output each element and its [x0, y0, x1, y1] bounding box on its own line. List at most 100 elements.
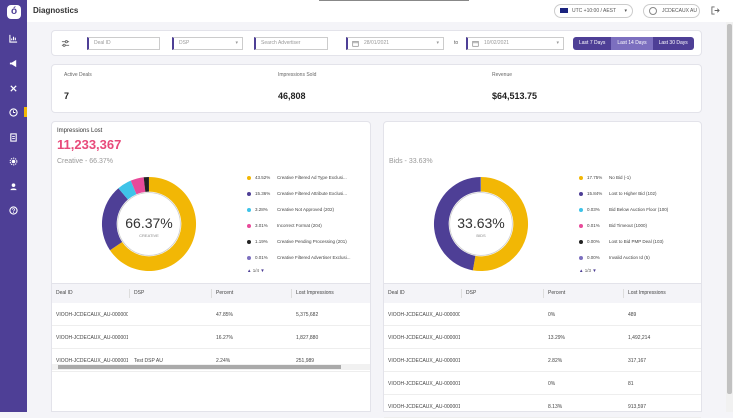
nav-settings-icon[interactable]: [7, 155, 20, 168]
creative-center-percent: 66.37%: [100, 215, 198, 231]
legend-percent: 0.01%: [587, 222, 600, 230]
legend-item[interactable]: 0.01% Creative Filtered Advertiser Exclus…: [247, 254, 367, 262]
legend-item[interactable]: 0.00%Lost to Bid PMP Deal (103): [579, 238, 699, 246]
dsp-select[interactable]: DSP ▾: [172, 37, 243, 50]
filter-sliders-icon[interactable]: [61, 39, 70, 48]
column-separator: [543, 289, 544, 298]
legend-label: Creative Filtered Advertiser Exclusi...: [277, 254, 351, 262]
site-select[interactable]: JCDECAUX AU: [643, 4, 700, 18]
timezone-value: UTC +10:00 / AEST: [572, 8, 616, 14]
table-cell: 1,827,880: [296, 335, 366, 341]
range-7-days-button[interactable]: Last 7 Days: [573, 37, 611, 50]
legend-item[interactable]: 43.52%Creative Filtered Ad Type Exclusi.…: [247, 174, 367, 182]
table-cell: 13.29%: [548, 335, 622, 341]
legend-item[interactable]: 15.36%Creative Filtered Attribute Exclus…: [247, 190, 367, 198]
col-lost-impressions[interactable]: Lost Impressions: [628, 290, 666, 296]
legend-pager[interactable]: ▲ 1/3 ▼: [579, 268, 597, 273]
triangle-up-icon: ▲: [579, 268, 583, 273]
col-lost-impressions[interactable]: Lost Impressions: [296, 290, 334, 296]
legend-item[interactable]: 3.28%Creative Not Approved (202): [247, 206, 367, 214]
legend-swatch: [247, 192, 251, 196]
scrollbar-thumb[interactable]: [58, 365, 341, 369]
triangle-up-icon: ▲: [247, 268, 251, 273]
globe-icon: [649, 7, 657, 15]
range-30-days-button[interactable]: Last 30 Days: [653, 37, 694, 50]
creative-center-label: CREATIVE: [100, 233, 198, 238]
legend-item[interactable]: 0.03%Bid Below Auction Floor (100): [579, 206, 699, 214]
chevron-down-icon: ▾: [556, 38, 559, 49]
date-from-input[interactable]: 28/01/2021 ▾: [346, 37, 444, 50]
legend-item[interactable]: 15.84%Lost to Higher Bid (102): [579, 190, 699, 198]
date-to-input[interactable]: 10/02/2021 ▾: [466, 37, 564, 50]
creative-title: Creative - 66.37%: [57, 158, 113, 165]
active-deals-label: Active Deals: [64, 72, 92, 78]
legend-swatch: [579, 192, 583, 196]
legend-item[interactable]: 1.19%Creative Pending Processing (201): [247, 238, 367, 246]
range-14-days-button[interactable]: Last 14 Days: [611, 37, 652, 50]
table-cell: 81: [628, 381, 698, 387]
legend-item[interactable]: 0.01%Bid Timeout (1000): [579, 222, 699, 230]
nav-diagnostics-icon[interactable]: [7, 106, 20, 119]
table-cell: 47.85%: [216, 312, 290, 318]
impressions-sold-value: 46,808: [278, 91, 306, 101]
horizontal-scrollbar[interactable]: [52, 364, 370, 370]
nav-tools-icon[interactable]: [7, 82, 20, 95]
impressions-lost-label: Impressions Lost: [57, 128, 102, 134]
triangle-down-icon: ▼: [592, 268, 596, 273]
bids-center-percent: 33.63%: [432, 215, 530, 231]
column-separator: [291, 289, 292, 298]
creative-panel: Impressions Lost 11,233,367 Creative - 6…: [51, 121, 371, 412]
legend-pager[interactable]: ▲ 1/4 ▼: [247, 268, 265, 273]
legend-swatch: [247, 224, 251, 228]
legend-percent: 17.75%: [587, 174, 602, 182]
deal-id-input[interactable]: Deal ID: [87, 37, 160, 50]
scrollbar-thumb[interactable]: [727, 24, 732, 394]
nav-campaigns-icon[interactable]: [7, 57, 20, 70]
col-deal-id[interactable]: Deal ID: [388, 290, 405, 296]
legend-label: Creative Filtered Attribute Exclusi...: [277, 190, 347, 198]
column-separator: [211, 289, 212, 298]
legend-swatch: [247, 256, 251, 260]
flag-icon: [560, 8, 568, 13]
legend-percent: 0.01%: [255, 254, 268, 262]
logout-icon[interactable]: [711, 6, 720, 15]
revenue-label: Revenue: [492, 72, 512, 78]
nav-analytics-icon[interactable]: [7, 32, 20, 45]
col-percent[interactable]: Percent: [216, 290, 233, 296]
nav-help-icon[interactable]: [7, 204, 20, 217]
legend-percent: 1.19%: [255, 238, 268, 246]
nav-reports-icon[interactable]: [7, 131, 20, 144]
table-cell: 5,375,682: [296, 312, 366, 318]
legend-label: Invalid Auction Id (5): [609, 254, 650, 262]
table-cell: 8.13%: [548, 404, 622, 410]
col-percent[interactable]: Percent: [548, 290, 565, 296]
legend-item[interactable]: 0.00%Invalid Auction Id (5): [579, 254, 699, 262]
to-label: to: [454, 40, 458, 46]
timezone-select[interactable]: UTC +10:00 / AEST ▾: [554, 4, 633, 18]
legend-item[interactable]: 3.01%Incorrect Format (204): [247, 222, 367, 230]
advertiser-search-input[interactable]: Search Advertiser: [254, 37, 328, 50]
creative-table-header: Deal ID DSP Percent Lost Impressions: [52, 283, 370, 303]
nav-users-icon[interactable]: [7, 180, 20, 193]
vertical-scrollbar[interactable]: [726, 22, 733, 412]
impressions-lost-value: 11,233,367: [57, 137, 121, 152]
triangle-down-icon: ▼: [260, 268, 264, 273]
legend-swatch: [247, 240, 251, 244]
legend-label: Creative Not Approved (202): [277, 206, 334, 214]
legend-label: No Bid (-1): [609, 174, 631, 182]
legend-item[interactable]: 17.75% No Bid (-1): [579, 174, 699, 182]
col-dsp[interactable]: DSP: [466, 290, 476, 296]
col-deal-id[interactable]: Deal ID: [56, 290, 73, 296]
bids-center-label: BIDS: [432, 233, 530, 238]
app-logo[interactable]: ó: [7, 5, 21, 19]
col-dsp[interactable]: DSP: [134, 290, 144, 296]
chevron-down-icon: ▾: [624, 5, 627, 17]
table-cell: VIOOH-JCDECAUX_AU-000000: [388, 312, 460, 318]
